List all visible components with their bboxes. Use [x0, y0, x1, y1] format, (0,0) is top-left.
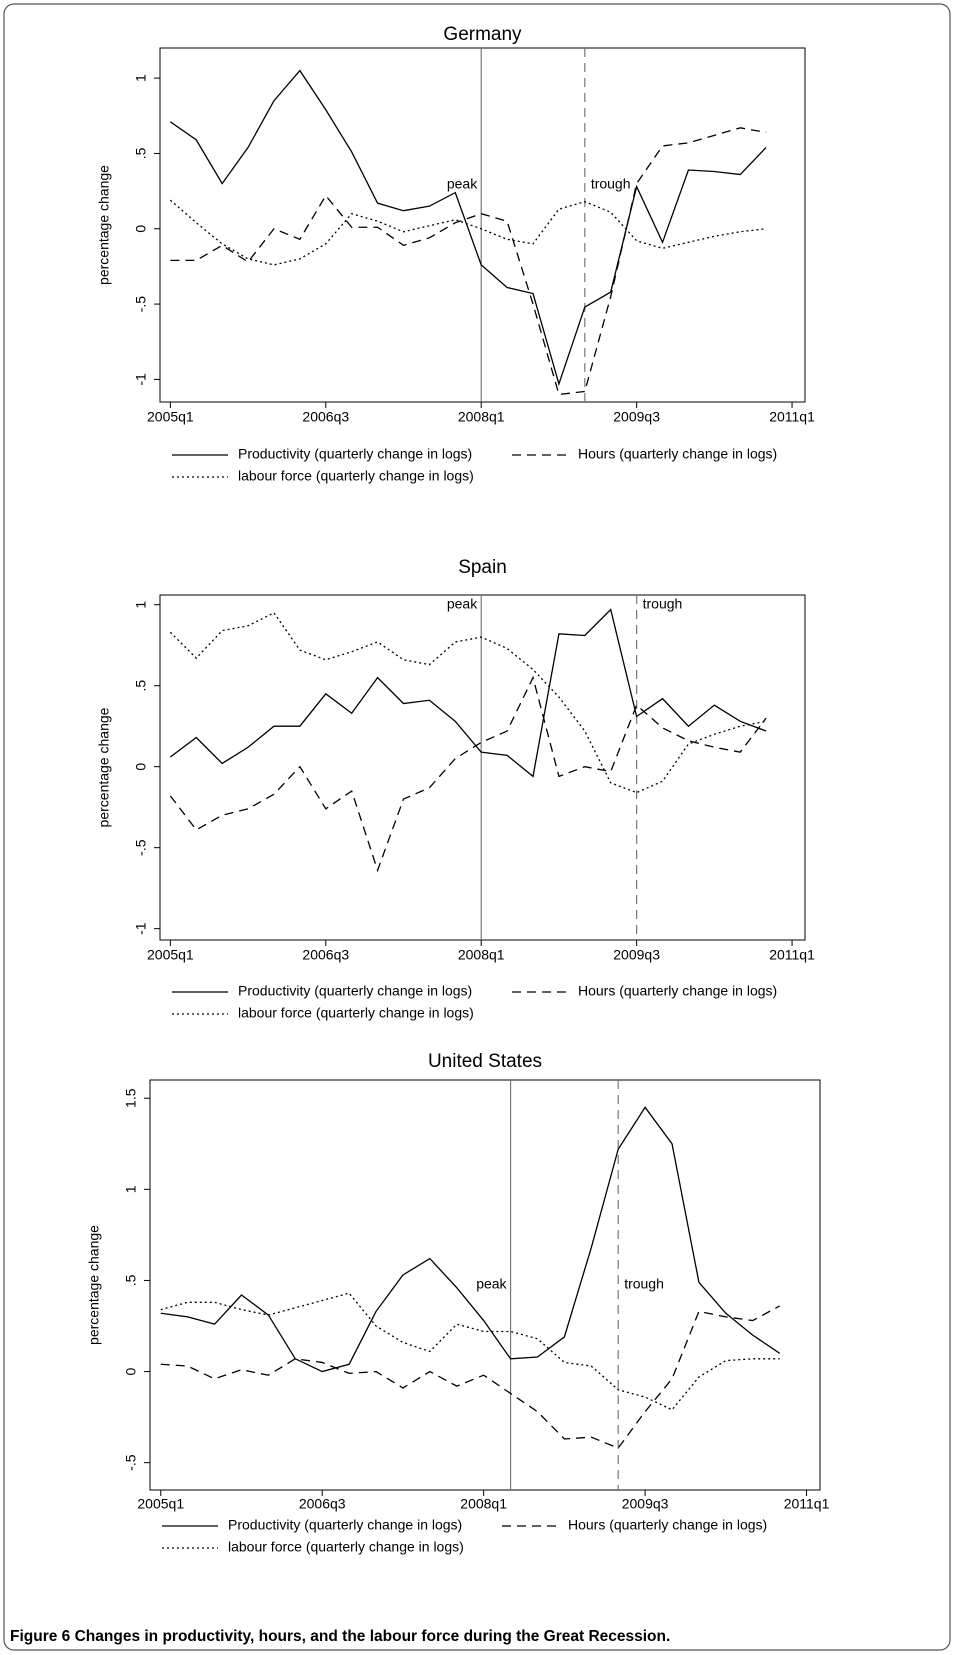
x-tick-label: 2009q3: [613, 409, 660, 425]
series-line: [169, 69, 767, 387]
plot-frame: [149, 1079, 821, 1491]
y-tick-label: -1: [133, 373, 149, 386]
chart-title: Germany: [443, 24, 522, 45]
y-tick-label: -.5: [133, 839, 149, 856]
figure-frame: [3, 3, 951, 1651]
y-tick-label: 1: [133, 74, 149, 82]
x-tick-label: 2011q1: [769, 947, 815, 963]
y-tick-label: 1: [133, 601, 149, 609]
x-tick-label: 2011q1: [769, 409, 815, 425]
y-tick-label: .5: [133, 680, 149, 692]
legend-label: Productivity (quarterly change in logs): [228, 1517, 462, 1533]
series-line: [160, 1292, 780, 1411]
series-line: [169, 199, 767, 266]
x-tick-label: 2009q3: [613, 947, 660, 963]
caption-text: Changes in productivity, hours, and the …: [75, 1628, 671, 1645]
y-tick-label: -1: [133, 922, 149, 935]
x-tick-label: 2006q3: [302, 409, 349, 425]
y-tick-label: -.5: [123, 1454, 139, 1471]
plot-frame: [159, 594, 806, 941]
x-tick-label: 2008q1: [460, 1496, 507, 1512]
y-tick-label: 0: [133, 225, 149, 233]
event-label: peak: [447, 596, 478, 612]
x-tick-label: 2006q3: [302, 947, 349, 963]
series-line: [170, 127, 767, 396]
series-line: [160, 1106, 781, 1373]
y-tick-label: 0: [123, 1367, 139, 1375]
y-tick-label: -.5: [133, 296, 149, 313]
x-tick-label: 2005q1: [137, 1496, 184, 1512]
x-tick-label: 2008q1: [458, 947, 505, 963]
event-label: peak: [476, 1276, 507, 1292]
series-line: [169, 611, 767, 794]
y-tick-label: 1: [123, 1185, 139, 1193]
plot-frame: [159, 47, 806, 403]
y-axis-label: percentage change: [96, 165, 112, 285]
y-axis-label: percentage change: [86, 1225, 102, 1345]
series-line: [169, 608, 767, 778]
y-tick-label: .5: [133, 147, 149, 159]
y-tick-label: 1.5: [123, 1088, 139, 1108]
event-label: trough: [591, 176, 631, 192]
legend-label: Hours (quarterly change in logs): [568, 1517, 767, 1533]
event-label: trough: [624, 1276, 664, 1292]
legend-label: labour force (quarterly change in logs): [238, 1005, 474, 1021]
series-line: [169, 675, 767, 873]
x-tick-label: 2011q1: [784, 1496, 830, 1512]
event-label: peak: [447, 176, 478, 192]
legend-label: Hours (quarterly change in logs): [578, 983, 777, 999]
x-tick-label: 2009q3: [622, 1496, 669, 1512]
x-tick-label: 2005q1: [147, 409, 194, 425]
x-tick-label: 2006q3: [299, 1496, 346, 1512]
y-tick-label: .5: [123, 1274, 139, 1286]
caption: Figure 6 Changes in productivity, hours,…: [10, 1628, 670, 1645]
legend-label: Productivity (quarterly change in logs): [238, 446, 472, 462]
event-label: trough: [643, 596, 683, 612]
y-axis-label: percentage change: [96, 707, 112, 827]
legend-label: labour force (quarterly change in logs): [228, 1539, 464, 1555]
caption-label: Figure 6: [10, 1628, 71, 1645]
legend-label: Productivity (quarterly change in logs): [238, 983, 472, 999]
series-line: [160, 1305, 780, 1449]
chart-title: Spain: [458, 557, 507, 578]
legend-label: Hours (quarterly change in logs): [578, 446, 777, 462]
chart-title: United States: [428, 1051, 542, 1072]
x-tick-label: 2005q1: [147, 947, 194, 963]
y-tick-label: 0: [133, 763, 149, 771]
x-tick-label: 2008q1: [458, 409, 505, 425]
legend-label: labour force (quarterly change in logs): [238, 468, 474, 484]
